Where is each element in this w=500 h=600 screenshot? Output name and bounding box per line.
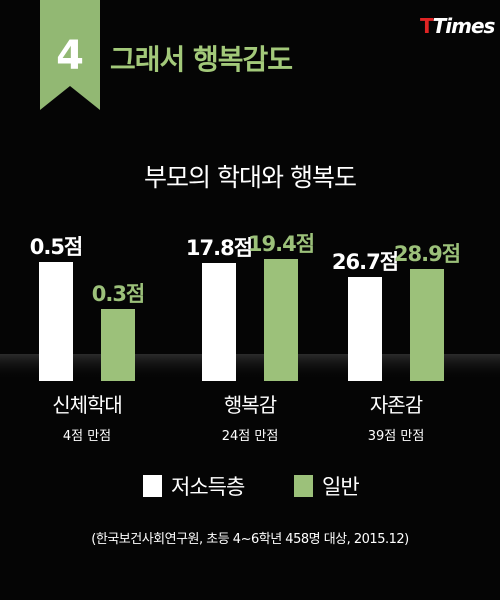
category-sublabel-2: 39점 만점	[368, 429, 425, 444]
legend-label-general: 일반	[322, 475, 360, 499]
legend-label-low-income: 저소득층	[171, 475, 245, 499]
data-label-low-income-1: 17.8점	[186, 236, 252, 260]
chart-legend: 저소득층 일반	[0, 471, 500, 501]
bar-low-income-2	[348, 277, 382, 381]
legend-swatch-low-income	[143, 475, 162, 497]
brand-logo: TTimes	[420, 14, 496, 38]
category-sublabel-0: 4점 만점	[63, 429, 111, 444]
category-label-0: 신체학대	[52, 393, 122, 417]
data-label-general-2: 28.9점	[394, 242, 460, 266]
legend-swatch-general	[294, 475, 313, 497]
section-title: 그래서 행복감도	[110, 43, 293, 76]
bar-low-income-0	[39, 262, 73, 381]
brand-logo-times: Times	[432, 14, 496, 38]
legend-item-general: 일반	[294, 471, 360, 501]
legend-item-low-income: 저소득층	[143, 471, 245, 501]
section-number-ribbon: 4	[40, 0, 100, 110]
data-label-low-income-0: 0.5점	[30, 235, 83, 259]
bar-general-1	[264, 259, 298, 381]
category-sublabel-1: 24점 만점	[222, 429, 279, 444]
category-label-1: 행복감	[224, 393, 277, 417]
brand-logo-t: T	[420, 14, 434, 38]
category-label-2: 자존감	[370, 393, 423, 417]
source-note: (한국보건사회연구원, 초등 4~6학년 458명 대상, 2015.12)	[91, 532, 409, 547]
chart-title: 부모의 학대와 행복도	[144, 163, 357, 192]
bar-low-income-1	[202, 263, 236, 381]
data-label-general-1: 19.4점	[248, 232, 314, 256]
bar-general-2	[410, 269, 444, 381]
data-label-general-0: 0.3점	[92, 282, 145, 306]
section-number: 4	[56, 33, 84, 79]
bar-general-0	[101, 309, 135, 381]
data-label-low-income-2: 26.7점	[332, 250, 398, 274]
